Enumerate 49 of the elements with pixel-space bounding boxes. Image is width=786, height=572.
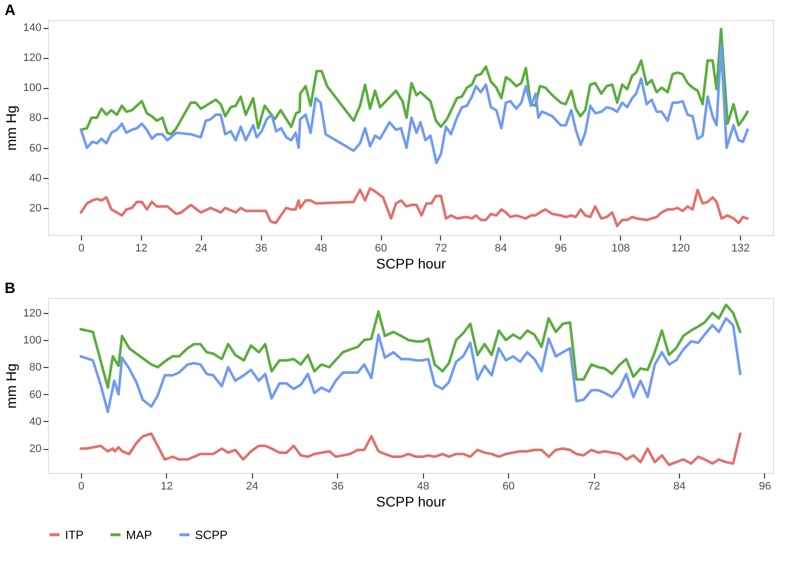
x-tick-label: 120 bbox=[671, 242, 690, 254]
x-tick-label: 36 bbox=[332, 480, 344, 492]
line-series bbox=[80, 187, 749, 228]
x-tick-label: 24 bbox=[195, 242, 208, 254]
x-tick-label: 108 bbox=[612, 242, 630, 254]
y-axis-title: mm Hg bbox=[3, 105, 20, 151]
line-series bbox=[80, 44, 749, 164]
x-tick-label: 48 bbox=[315, 242, 328, 254]
y-tick-label: 40 bbox=[29, 416, 42, 428]
x-tick-label: 0 bbox=[78, 480, 84, 492]
y-axis-title: mm Hg bbox=[3, 363, 20, 409]
y-tick-label: 80 bbox=[29, 362, 42, 374]
x-tick-label: 96 bbox=[554, 242, 567, 254]
x-axis-title: SCPP hour bbox=[376, 256, 446, 272]
y-tick-label: 20 bbox=[29, 443, 42, 456]
x-axis-title: SCPP hour bbox=[376, 494, 446, 510]
x-tick-label: 0 bbox=[78, 242, 85, 254]
x-tick-label: 60 bbox=[374, 242, 388, 254]
chart-title: B bbox=[4, 280, 16, 297]
line-series bbox=[80, 28, 749, 136]
legend-label: SCPP bbox=[195, 528, 228, 542]
x-tick-label: 84 bbox=[494, 242, 507, 254]
x-tick-label: 72 bbox=[588, 480, 600, 492]
chart-title: A bbox=[4, 2, 16, 19]
x-tick-label: 84 bbox=[673, 480, 686, 492]
y-tick-label: 100 bbox=[23, 334, 42, 347]
line-series bbox=[79, 317, 742, 414]
line-series bbox=[79, 432, 742, 466]
y-tick-label: 60 bbox=[29, 142, 42, 154]
x-tick-label: 60 bbox=[502, 480, 515, 492]
legend-label: MAP bbox=[126, 528, 152, 542]
x-tick-label: 96 bbox=[758, 480, 772, 492]
y-tick-label: 40 bbox=[29, 172, 42, 184]
y-tick-label: 120 bbox=[23, 52, 42, 64]
y-tick-label: 120 bbox=[23, 307, 42, 320]
y-tick-label: 60 bbox=[29, 388, 42, 401]
x-tick-label: 36 bbox=[255, 242, 268, 254]
y-tick-label: 140 bbox=[23, 22, 42, 34]
x-tick-label: 12 bbox=[160, 480, 173, 492]
y-tick-label: 20 bbox=[29, 202, 42, 214]
y-tick-label: 80 bbox=[29, 112, 42, 124]
x-tick-label: 12 bbox=[135, 242, 148, 254]
x-tick-label: 48 bbox=[416, 480, 430, 492]
y-tick-label: 100 bbox=[23, 82, 42, 94]
line-series bbox=[79, 303, 742, 389]
x-tick-label: 24 bbox=[246, 480, 258, 492]
legend-label: ITP bbox=[65, 528, 84, 542]
x-tick-label: 132 bbox=[731, 242, 750, 254]
x-tick-label: 72 bbox=[434, 242, 448, 254]
